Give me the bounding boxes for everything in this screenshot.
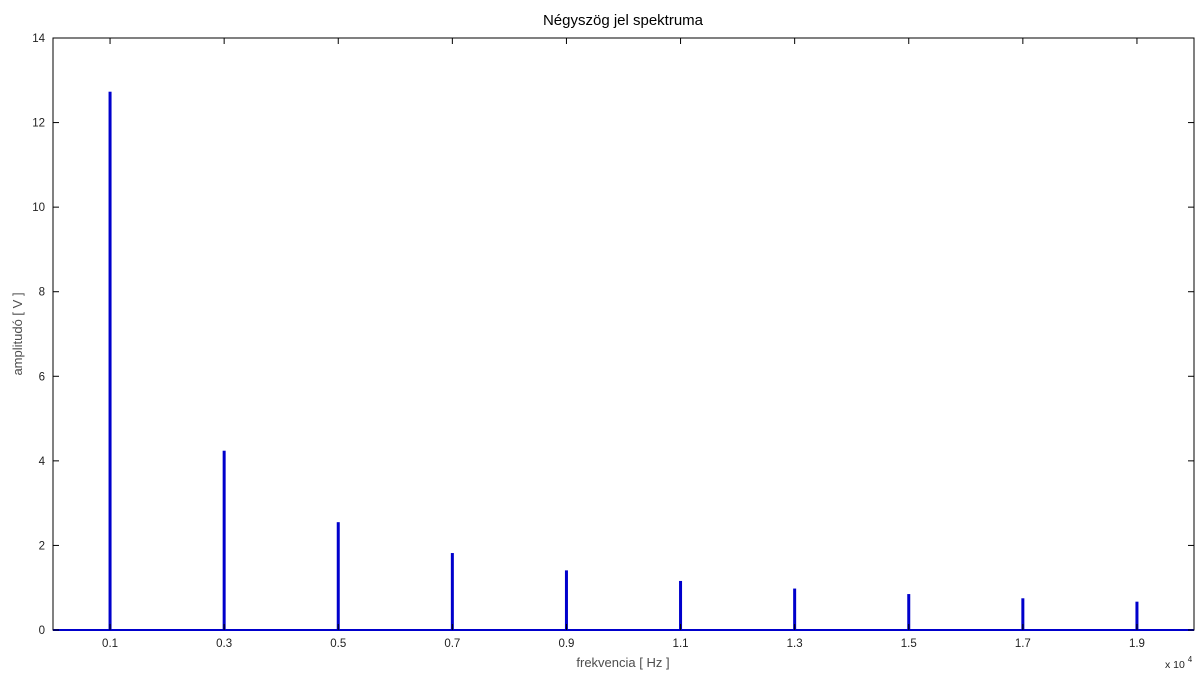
x-axis-label: frekvencia [ Hz ] bbox=[576, 655, 669, 670]
y-tick-label: 4 bbox=[39, 456, 46, 468]
x-tick-label: 1.1 bbox=[673, 638, 689, 650]
x-axis-multiplier: x 10 4 bbox=[1165, 655, 1193, 671]
plot-area bbox=[52, 37, 1195, 631]
spectrum-bar bbox=[336, 522, 340, 630]
y-axis-ticks: 0 2 4 6 8 10 12 14 bbox=[32, 33, 1194, 637]
y-tick-label: 12 bbox=[32, 118, 45, 130]
x-axis-multiplier-base: x 10 bbox=[1165, 659, 1185, 671]
y-tick-label: 10 bbox=[32, 202, 45, 214]
y-tick-label: 2 bbox=[39, 540, 45, 552]
y-axis-label: amplitudó [ V ] bbox=[10, 292, 25, 375]
x-tick-label: 0.1 bbox=[102, 638, 118, 650]
spectrum-bar bbox=[1135, 601, 1139, 630]
y-tick-label: 14 bbox=[32, 33, 45, 45]
y-tick-label: 0 bbox=[39, 625, 45, 637]
spectrum-bar bbox=[108, 91, 112, 630]
spectrum-bar bbox=[450, 553, 454, 630]
x-tick-label: 1.9 bbox=[1129, 638, 1145, 650]
bar-series bbox=[53, 91, 1194, 631]
x-tick-label: 1.3 bbox=[787, 638, 803, 650]
spectrum-bar bbox=[907, 594, 911, 630]
x-tick-label: 0.3 bbox=[216, 638, 232, 650]
x-axis-multiplier-exponent: 4 bbox=[1188, 655, 1193, 664]
x-tick-label: 0.5 bbox=[330, 638, 346, 650]
spectrum-bar bbox=[793, 588, 797, 630]
chart-title: Négyszög jel spektruma bbox=[543, 12, 704, 29]
spectrum-bar bbox=[564, 570, 568, 630]
x-tick-label: 1.7 bbox=[1015, 638, 1031, 650]
x-axis-ticks: 0.1 0.3 0.5 0.7 0.9 1.1 1.3 1.5 1.7 1.9 bbox=[102, 38, 1145, 650]
spectrum-bar bbox=[1021, 598, 1025, 630]
y-tick-label: 6 bbox=[39, 371, 45, 383]
x-tick-label: 0.9 bbox=[558, 638, 574, 650]
x-tick-label: 1.5 bbox=[901, 638, 917, 650]
y-tick-label: 8 bbox=[39, 287, 45, 299]
spectrum-bar bbox=[679, 580, 683, 630]
x-tick-label: 0.7 bbox=[444, 638, 460, 650]
spectrum-bar bbox=[222, 450, 226, 630]
